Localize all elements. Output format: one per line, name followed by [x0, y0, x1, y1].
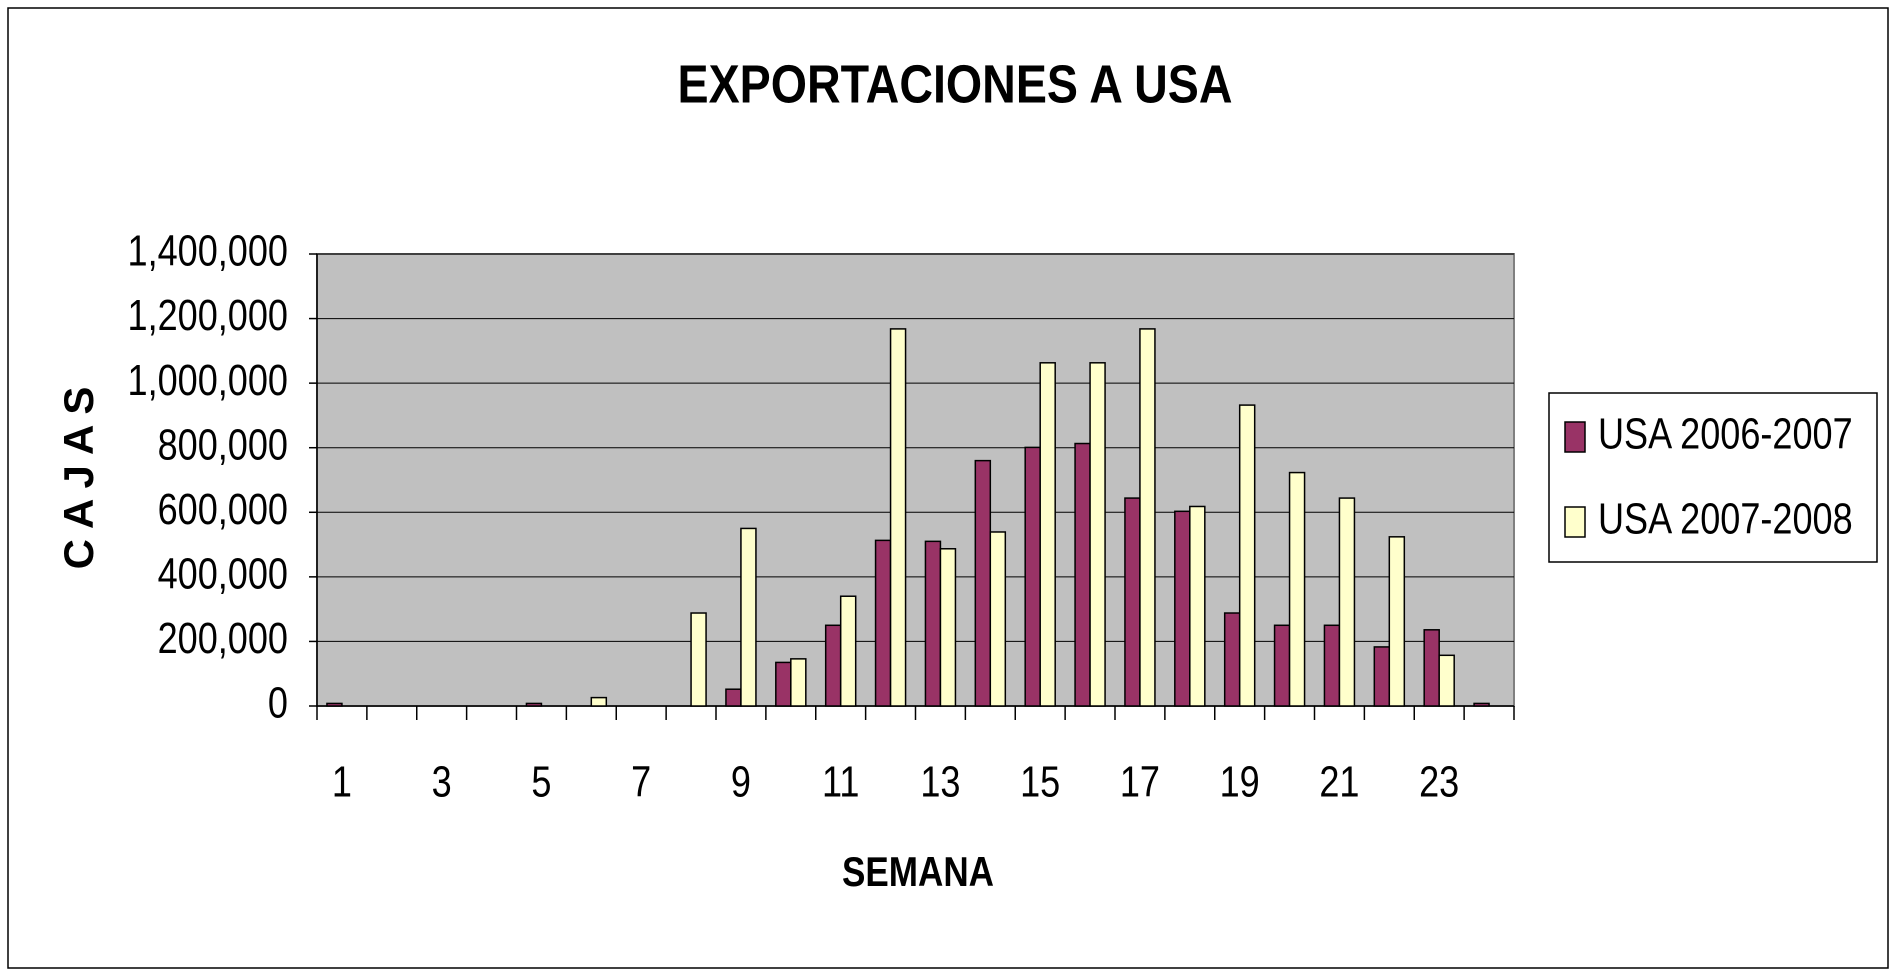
bar: [1438, 654, 1455, 707]
bar: [590, 696, 608, 707]
bar: [326, 702, 343, 707]
legend-label: USA 2006-2007: [1598, 409, 1853, 458]
bar: [1139, 328, 1156, 707]
bar: [1238, 404, 1256, 707]
y-tick-label: 600,000: [158, 485, 288, 534]
x-tick-label: 21: [1319, 757, 1359, 806]
bar: [1338, 497, 1356, 707]
bar: [725, 688, 742, 707]
bar: [1074, 442, 1091, 707]
legend-swatch: [1564, 421, 1586, 453]
bar: [874, 539, 892, 707]
bar: [1323, 624, 1341, 707]
y-tick-label: 1,000,000: [128, 355, 288, 404]
x-axis-label: SEMANA: [842, 848, 994, 895]
x-tick-label: 3: [432, 757, 452, 806]
bar: [1288, 471, 1306, 707]
bar: [939, 548, 957, 707]
bar: [989, 531, 1007, 707]
bar: [775, 661, 792, 707]
bar: [525, 702, 543, 707]
legend-box: [1548, 392, 1878, 563]
x-tick-label: 13: [920, 757, 960, 806]
bar: [790, 658, 807, 707]
chart-title: EXPORTACIONES A USA: [678, 54, 1233, 114]
bar: [1373, 646, 1391, 707]
bar: [1024, 446, 1041, 707]
bar: [1039, 362, 1056, 707]
x-tick-label: 23: [1419, 757, 1459, 806]
x-tick-label: 5: [531, 757, 551, 806]
bar: [839, 595, 857, 707]
y-tick-label: 800,000: [158, 420, 288, 469]
bar: [1423, 629, 1440, 707]
bar: [740, 527, 757, 707]
bar: [1124, 497, 1141, 707]
x-tick-label: 15: [1020, 757, 1060, 806]
y-tick-label: 0: [268, 678, 288, 727]
y-axis-label: C A J A S: [55, 387, 102, 570]
y-tick-label: 400,000: [158, 549, 288, 598]
bar: [1174, 510, 1191, 707]
bar: [1189, 505, 1206, 707]
y-tick-label: 1,400,000: [128, 226, 288, 275]
x-tick-label: 9: [731, 757, 751, 806]
x-tick-label: 1: [332, 757, 352, 806]
bar: [690, 612, 707, 707]
x-tick-label: 17: [1120, 757, 1160, 806]
x-tick-label: 11: [822, 757, 859, 806]
bar: [1223, 612, 1241, 707]
bar: [1473, 702, 1490, 707]
x-tick-label: 7: [631, 757, 651, 806]
bar: [824, 624, 842, 707]
legend-label: USA 2007-2008: [1598, 494, 1853, 543]
bar: [924, 540, 942, 707]
bar: [889, 328, 907, 707]
bar: [974, 459, 992, 707]
bar: [1388, 536, 1406, 707]
bar: [1089, 362, 1106, 707]
legend-swatch: [1564, 506, 1586, 538]
y-tick-label: 1,200,000: [128, 291, 288, 340]
y-tick-label: 200,000: [158, 614, 288, 663]
x-tick-label: 19: [1220, 757, 1260, 806]
bar: [1273, 624, 1291, 707]
